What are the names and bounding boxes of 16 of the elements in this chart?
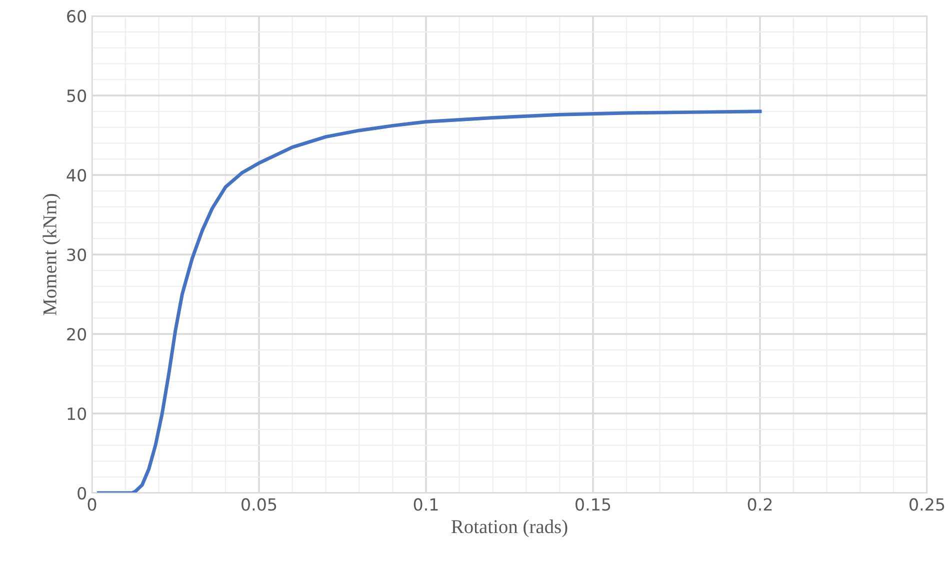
- y-tick-label: 40: [66, 168, 86, 182]
- x-tick-label: 0.2: [748, 498, 772, 511]
- x-axis-title: Rotation (rads): [451, 520, 568, 538]
- y-tick-label: 50: [67, 89, 86, 102]
- y-tick-label: 0: [78, 486, 86, 500]
- x-tick-label: 0.05: [242, 498, 276, 511]
- y-tick-label: 60: [67, 10, 86, 23]
- y-tick-label: 30: [67, 248, 86, 262]
- x-tick-label: 0.25: [910, 498, 944, 511]
- x-tick-label: 0.15: [576, 498, 610, 511]
- y-tick-label: 20: [67, 328, 86, 341]
- x-tick-label: 0.1: [414, 498, 438, 511]
- x-tick-label: 0: [88, 498, 96, 511]
- y-axis-title: Moment (kNm): [42, 194, 60, 316]
- line-series: [96, 110, 762, 493]
- y-tick-label: 10: [68, 407, 86, 420]
